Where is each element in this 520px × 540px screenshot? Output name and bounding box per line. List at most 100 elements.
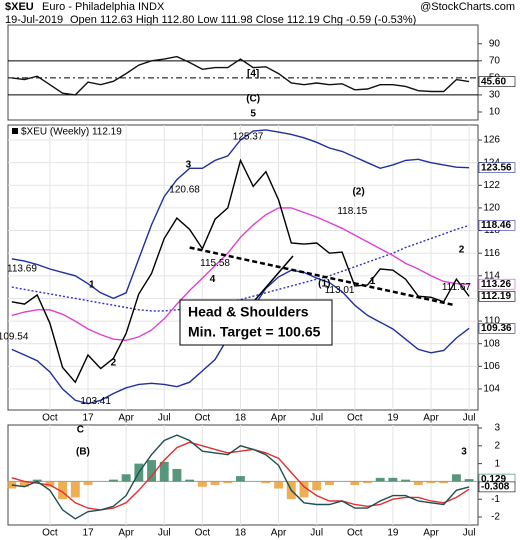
annotation: 120.68 (169, 184, 200, 195)
x-tick-label: 17 (82, 413, 94, 424)
panel (7, 24, 479, 121)
histogram-bar (274, 481, 284, 489)
histogram-bar (388, 477, 398, 482)
y-tick-label: 3 (494, 423, 500, 434)
annotation: 113.69 (7, 264, 37, 275)
histogram-bar (32, 479, 42, 482)
panel (7, 424, 479, 526)
y-tick-label: 118 (484, 225, 500, 236)
series-line (11, 55, 470, 96)
histogram-bar (83, 481, 93, 485)
x-tick-label: Jul (310, 413, 323, 424)
end-label: 0.129 (481, 474, 506, 485)
x-tick-label: Apr (423, 528, 439, 539)
histogram-bar (375, 477, 385, 482)
y-tick-label: -1 (491, 494, 500, 505)
histogram-bar (147, 460, 156, 482)
callout-box (179, 299, 333, 346)
series-line (11, 158, 470, 384)
x-tick-label: Oct (42, 528, 58, 539)
histogram-bar (299, 481, 309, 498)
neckline (189, 246, 456, 307)
series-line (11, 224, 470, 312)
series-line (11, 207, 470, 342)
histogram-bar (312, 481, 322, 491)
x-tick-label: Jul (463, 528, 476, 539)
annotation: (C) (246, 94, 260, 105)
end-label-box (478, 278, 516, 290)
end-label: 45.60 (481, 76, 506, 87)
x-tick-label: 18 (235, 528, 247, 539)
histogram-bar (261, 481, 271, 484)
histogram-bar (197, 481, 207, 487)
histogram-bar (236, 476, 245, 482)
x-tick-label: Apr (118, 413, 134, 424)
x-tick-label: 18 (235, 413, 247, 424)
annotation: 2 (111, 358, 117, 369)
quote: Open 112.63 High 112.80 Low 111.98 Close… (70, 14, 416, 26)
x-tick-label: Apr (118, 528, 134, 539)
legend: $XEU (Weekly) 112.19 (21, 127, 122, 138)
histogram-bar (426, 481, 436, 484)
annotation: (1) (318, 278, 330, 289)
legend-swatch (12, 128, 18, 134)
y-tick-label: 70 (489, 55, 501, 66)
subtitle: Euro - Philadelphia INDX (42, 1, 165, 13)
annotation: 2 (459, 244, 465, 255)
end-label: 113.26 (481, 279, 511, 290)
histogram-bar (350, 481, 360, 485)
histogram-bar (70, 481, 80, 498)
x-tick-label: Apr (423, 413, 439, 424)
end-label: -0.308 (481, 482, 510, 493)
end-label-box (478, 220, 516, 231)
end-label-box (478, 323, 516, 334)
x-tick-label: Jul (310, 528, 323, 539)
histogram-bar (45, 481, 55, 487)
x-tick-label: 17 (82, 528, 94, 539)
callout-text: Min. Target = 100.65 (188, 324, 321, 340)
annotation: 1 (89, 280, 95, 291)
source: @StockCharts.com (420, 1, 515, 13)
annotation: 111.67 (442, 282, 472, 293)
y-tick-label: 106 (483, 361, 500, 372)
y-tick-label: 120 (483, 203, 500, 214)
histogram-bar (363, 481, 372, 484)
x-tick-label: Oct (42, 413, 58, 424)
annotation: 3 (186, 160, 192, 171)
x-tick-label: Oct (195, 528, 211, 539)
histogram-bar (185, 479, 195, 482)
series-line (11, 441, 470, 511)
series-line (11, 129, 470, 300)
histogram-bar (159, 461, 169, 482)
panel (7, 124, 479, 411)
x-tick-label: Jul (463, 413, 476, 424)
annotation: 3 (461, 447, 467, 458)
annotation: 115.58 (200, 258, 230, 269)
x-tick-label: 19 (387, 528, 399, 539)
series-line (11, 434, 470, 520)
annotation: [4] (247, 69, 259, 80)
annotation: (B) (76, 447, 90, 458)
annotation: C (77, 424, 84, 435)
end-label-box (478, 162, 516, 173)
histogram-bar (413, 481, 423, 485)
y-tick-label: -2 (491, 512, 500, 523)
histogram-bar (464, 479, 474, 482)
annotation: (2) (352, 187, 364, 198)
date: 19-Jul-2019 (5, 14, 63, 26)
y-tick-label: 30 (489, 90, 501, 101)
y-tick-label: 108 (483, 338, 500, 349)
histogram-bar (210, 481, 220, 485)
annotation: 103.41 (80, 396, 111, 407)
end-label: 112.19 (481, 291, 511, 302)
histogram-bar (121, 474, 131, 482)
y-tick-label: 116 (484, 248, 500, 259)
histogram-bar (324, 481, 334, 485)
y-tick-label: 126 (483, 135, 500, 146)
x-tick-label: Apr (271, 528, 287, 539)
histogram-bar (58, 481, 68, 500)
annotation: 125.37 (233, 131, 264, 142)
callout-text: Head & Shoulders (188, 304, 309, 320)
end-label: 118.46 (481, 220, 511, 231)
